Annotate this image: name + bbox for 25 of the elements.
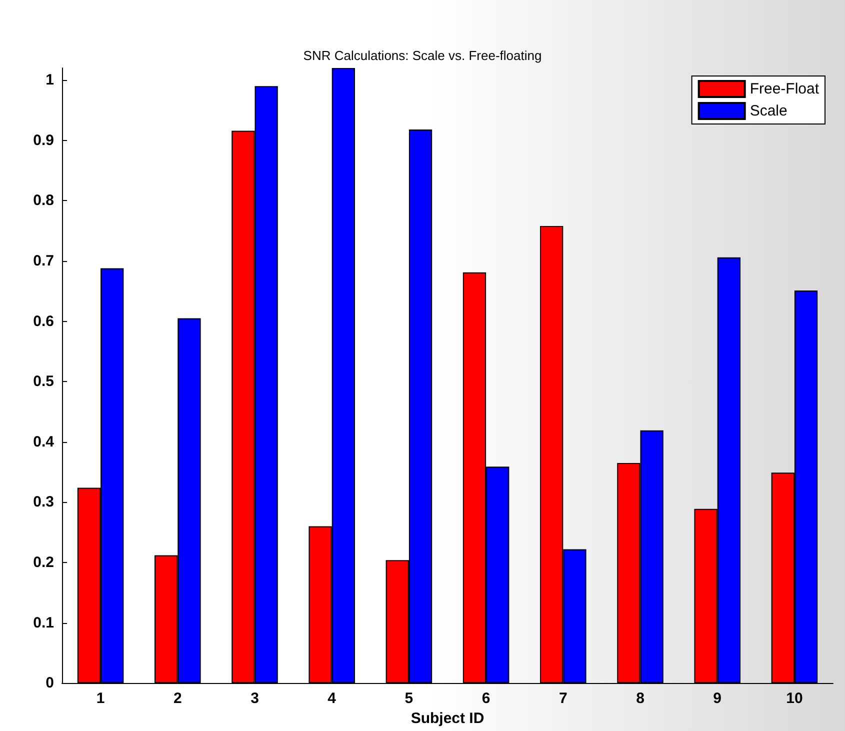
y-tick-label: 0.4 [33,433,55,450]
x-tick-label: 7 [558,690,568,708]
legend-label: Free-Float [750,80,820,98]
y-tick-label: 0 [46,674,54,692]
y-tick-label: 0.6 [33,312,54,330]
x-tick-label: 9 [713,690,722,708]
chart-title: SNR Calculations: Scale vs. Free-floating [303,48,542,63]
x-tick-label: 1 [96,690,105,708]
x-tick-label: 5 [404,690,414,708]
y-tick-label: 0.1 [33,614,54,632]
y-tick-label: 0.9 [33,132,54,149]
y-tick-label: 0.5 [33,373,54,390]
y-tick-label: 0.3 [33,494,54,511]
x-tick-label: 8 [636,690,644,708]
legend-label: Scale [750,102,788,120]
y-tick-label: 0.7 [33,252,54,270]
x-tick-label: 4 [328,690,337,708]
y-tick-label: 0.8 [33,192,54,210]
y-tick-label: 1 [46,72,54,89]
y-tick-label: 0.2 [33,554,54,571]
x-axis-title: Subject ID [410,710,484,727]
x-tick-label: 2 [173,690,182,708]
x-tick-label: 6 [482,690,490,708]
x-tick-label: 3 [250,690,259,708]
x-tick-label: 10 [786,690,803,708]
